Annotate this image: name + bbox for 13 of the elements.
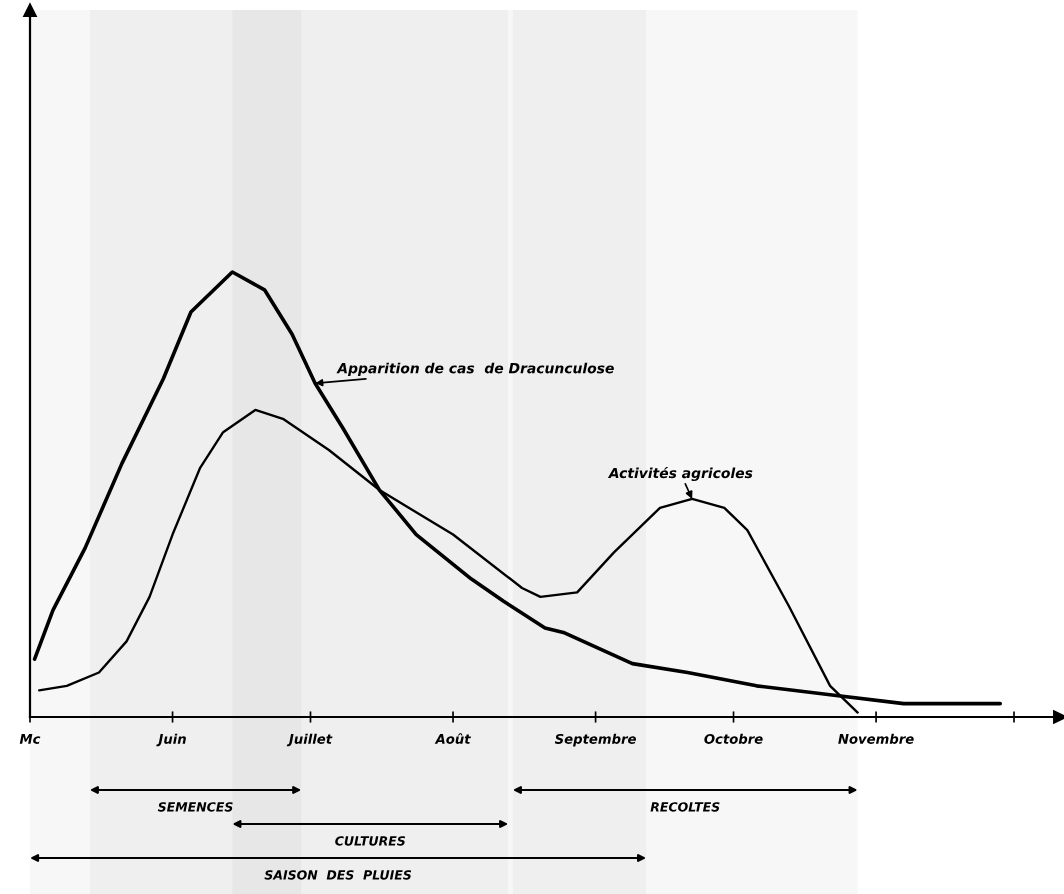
- band-label: SAISON DES PLUIES: [264, 870, 412, 880]
- x-tick-label: Novembre: [838, 733, 914, 744]
- x-tick-label: Septembre: [554, 733, 636, 747]
- x-tick-label: Juillet: [286, 733, 333, 747]
- series-label: Apparition de cas de Dracunculose: [336, 362, 614, 377]
- x-tick-label: Juin: [156, 733, 186, 747]
- series-label: Activités agricoles: [607, 466, 753, 481]
- x-tick-label: Octobre: [704, 733, 763, 744]
- band-label: SEMENCES: [157, 802, 233, 812]
- band-label: RECOLTES: [650, 802, 720, 812]
- x-tick-label: Août: [434, 733, 471, 744]
- x-tick-label: Mc: [19, 734, 41, 744]
- band-label: CULTURES: [335, 836, 406, 846]
